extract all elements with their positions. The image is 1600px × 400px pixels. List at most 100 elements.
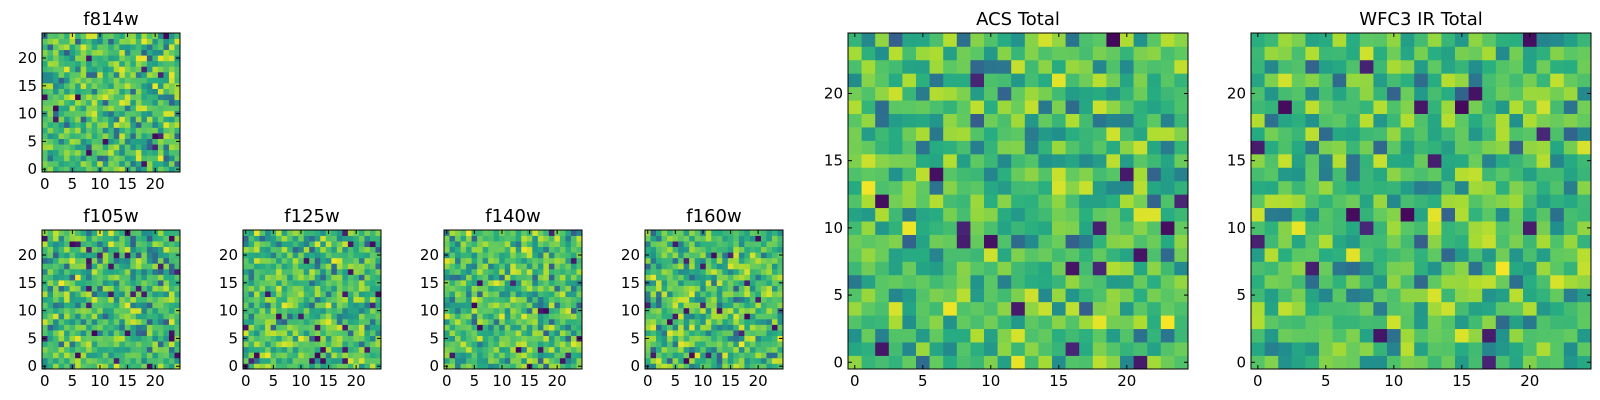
heatmap-cell	[64, 235, 70, 242]
heatmap-cell	[1400, 59, 1415, 74]
heatmap-cell	[152, 110, 159, 117]
heatmap-cell	[1319, 180, 1333, 195]
heatmap-cell	[1509, 301, 1524, 316]
heatmap-cell	[916, 221, 930, 235]
heatmap-cell	[902, 315, 917, 330]
heatmap-cell	[102, 257, 109, 264]
heatmap-cell	[488, 246, 495, 253]
heatmap-cell	[705, 341, 712, 348]
heatmap-cell	[254, 246, 260, 253]
y-tick-label: 20	[420, 246, 439, 264]
heatmap-cell	[848, 221, 862, 235]
heatmap-cell	[1147, 355, 1162, 370]
heatmap-cell	[1495, 86, 1510, 101]
heatmap-cell	[75, 263, 81, 270]
heatmap-cell	[1024, 167, 1039, 182]
heatmap-cell	[141, 66, 148, 73]
heatmap-cell	[705, 263, 712, 270]
heatmap-cell	[875, 140, 890, 155]
heatmap-cell	[650, 318, 657, 325]
heatmap-cell	[1024, 113, 1039, 128]
heatmap-cell	[705, 285, 712, 292]
heatmap-cell	[455, 235, 461, 242]
heatmap-cell	[777, 257, 784, 264]
heatmap-cell	[64, 313, 70, 320]
heatmap-cell	[64, 296, 70, 303]
heatmap-cell	[130, 352, 137, 359]
heatmap-cell	[1319, 194, 1333, 209]
heatmap-cell	[1563, 140, 1578, 155]
heatmap-cell	[58, 268, 65, 275]
heatmap-cell	[1373, 127, 1388, 141]
heatmap-cell	[861, 59, 876, 74]
heatmap-cell	[1147, 315, 1162, 330]
heatmap-cell	[984, 59, 998, 74]
heatmap-cell	[1373, 315, 1388, 330]
heatmap-cell	[1373, 248, 1388, 262]
heatmap-cell	[342, 285, 349, 292]
heatmap-cell	[672, 335, 679, 342]
heatmap-cell	[929, 33, 944, 47]
heatmap-cell	[1441, 234, 1456, 249]
heatmap-cell	[113, 88, 120, 95]
heatmap-cell	[916, 180, 930, 195]
heatmap-cell	[526, 302, 533, 309]
heatmap-cell	[80, 110, 87, 117]
heatmap-cell	[1495, 301, 1510, 316]
heatmap-cell	[722, 274, 729, 281]
heatmap-cell	[58, 88, 65, 95]
heatmap-cell	[168, 144, 175, 151]
heatmap-cell	[1052, 59, 1066, 74]
heatmap-cell	[661, 235, 668, 242]
heatmap-cell	[875, 113, 890, 128]
heatmap-cell	[694, 252, 701, 259]
heatmap-cell	[711, 252, 718, 259]
heatmap-cell	[1373, 46, 1388, 61]
heatmap-cell	[1147, 140, 1162, 155]
heatmap-cell	[130, 71, 137, 78]
heatmap-cell	[997, 207, 1012, 222]
heatmap-cell	[771, 341, 778, 348]
heatmap-cell	[58, 66, 65, 73]
heatmap-cell	[466, 241, 472, 248]
heatmap-cell	[1052, 180, 1066, 195]
heatmap-cell	[281, 230, 288, 236]
heatmap-cell	[1441, 33, 1456, 47]
heatmap-cell	[69, 155, 76, 162]
heatmap-cell	[1251, 342, 1265, 356]
heatmap-cell	[146, 352, 153, 359]
heatmap-cell	[1332, 248, 1347, 262]
heatmap-cell	[292, 274, 299, 281]
heatmap-cell	[119, 235, 126, 242]
heatmap-cell	[537, 268, 544, 275]
heatmap-cell	[694, 296, 701, 303]
heatmap-cell	[58, 235, 65, 242]
heatmap-cell	[455, 346, 461, 353]
heatmap-cell	[1468, 153, 1483, 168]
heatmap-cell	[124, 324, 131, 331]
heatmap-cell	[287, 285, 294, 292]
heatmap-cell	[254, 274, 260, 281]
heatmap-cell	[661, 274, 668, 281]
heatmap-cell	[705, 280, 712, 286]
heatmap-cell	[683, 324, 690, 331]
heatmap-cell	[543, 335, 550, 342]
heatmap-cell	[1079, 328, 1094, 343]
heatmap-cell	[1495, 328, 1510, 343]
heatmap-cell	[683, 313, 690, 320]
heatmap-cell	[504, 257, 511, 264]
heatmap-cell	[146, 318, 153, 325]
heatmap-cell	[86, 307, 93, 314]
heatmap-cell	[711, 268, 718, 275]
heatmap-cell	[141, 280, 148, 286]
heatmap-cell	[119, 71, 126, 78]
heatmap-cell	[466, 252, 472, 259]
heatmap-cell	[342, 263, 349, 270]
heatmap-cell	[298, 241, 305, 248]
heatmap-cell	[984, 127, 998, 141]
heatmap-cell	[276, 296, 282, 303]
heatmap-cell	[705, 291, 712, 298]
heatmap-cell	[91, 160, 98, 167]
heatmap-cell	[902, 221, 917, 235]
heatmap-cell	[1482, 153, 1497, 168]
